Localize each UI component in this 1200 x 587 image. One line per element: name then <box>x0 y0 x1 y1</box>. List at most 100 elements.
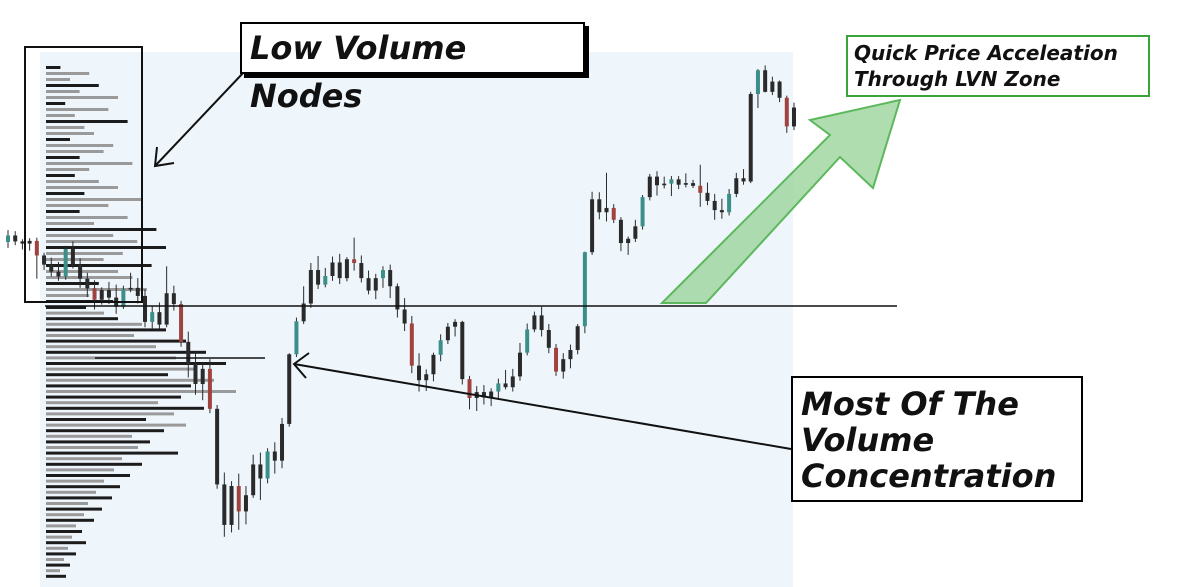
candle-body <box>561 359 566 372</box>
candle-body <box>763 70 768 92</box>
candle-body <box>344 259 349 279</box>
candle-body <box>669 179 674 184</box>
candle-body <box>438 340 443 355</box>
acceleration-annotation-line1: Quick Price Acceleation <box>854 41 1118 65</box>
volume-profile-bar <box>46 490 96 494</box>
volume-profile-bar <box>46 174 75 177</box>
volume-profile-bar <box>46 186 118 189</box>
volume-profile-bar <box>46 485 120 489</box>
candle-body <box>424 374 429 381</box>
volume-profile-bar <box>46 546 68 550</box>
volume-annotation-text: Most Of The Volume Concentration <box>801 385 1057 495</box>
candle-body <box>229 486 234 525</box>
candle-body <box>287 354 292 424</box>
candle-body <box>330 262 335 276</box>
acceleration-arrow <box>659 98 902 304</box>
volume-profile-bar <box>46 306 86 309</box>
volume-profile-bar <box>46 78 70 81</box>
lvn-pointer-arrow <box>153 71 245 168</box>
volume-profile-bar <box>46 451 178 455</box>
volume-profile-bar <box>46 276 133 279</box>
candle-body <box>590 199 595 253</box>
candle-body <box>85 278 90 289</box>
candle-body <box>186 341 191 364</box>
candle-body <box>171 293 176 305</box>
volume-profile-bar <box>46 412 174 416</box>
candle-body <box>56 271 61 277</box>
candle-body <box>662 183 667 186</box>
candle-body <box>200 368 205 384</box>
volume-profile-bar <box>46 138 70 141</box>
volume-profile-bar <box>46 132 94 135</box>
candle-body <box>727 193 732 213</box>
candle-body <box>777 81 782 98</box>
volume-profile-bar <box>46 246 166 249</box>
candle-body <box>575 326 580 350</box>
volume-profile-bar <box>46 401 158 405</box>
candle-body <box>517 352 522 377</box>
candle-body <box>784 97 789 127</box>
volume-profile-bar <box>46 496 112 500</box>
candle-body <box>179 304 184 342</box>
volume-profile-bar <box>46 168 90 171</box>
candle-body <box>431 354 436 375</box>
volume-profile-bar <box>46 311 104 315</box>
candle-body <box>150 312 155 322</box>
volume-profile-bar <box>46 334 134 337</box>
candle-body <box>402 309 407 324</box>
volume-profile-bar <box>46 339 186 343</box>
candle-body <box>258 464 263 479</box>
candle-body <box>481 392 486 398</box>
candle-body <box>316 270 321 285</box>
volume-profile-bar <box>46 462 142 466</box>
volume-profile-bar <box>46 395 181 399</box>
volume-profile-bar <box>46 429 164 433</box>
candle-body <box>647 176 652 198</box>
volume-concentration-annotation: Most Of The Volume Concentration <box>791 376 1083 502</box>
candle-body <box>568 349 573 360</box>
candle-body <box>676 179 681 185</box>
candle-body <box>27 240 32 244</box>
volume-profile-bar <box>46 530 82 533</box>
candle-body <box>698 185 703 193</box>
volume-profile-bar <box>46 150 104 153</box>
acceleration-annotation-line2: Through LVN Zone <box>854 67 1061 91</box>
volume-profile-bar <box>46 563 70 567</box>
candle-body <box>20 241 25 244</box>
candle-body <box>388 270 393 287</box>
candle-body <box>633 226 638 239</box>
candle-body <box>128 287 133 290</box>
volume-profile-bar <box>46 156 80 159</box>
candle-body <box>489 391 494 398</box>
volume-profile-bar <box>46 96 118 99</box>
candle-body <box>734 178 739 194</box>
candle-body <box>525 329 530 353</box>
volume-profile-bar <box>46 102 66 105</box>
volume-profile-bar <box>46 367 196 371</box>
candle-body <box>719 210 724 213</box>
volume-profile-bar <box>46 518 94 522</box>
candle-body <box>301 303 306 322</box>
volume-profile-bar <box>46 373 168 377</box>
candle-body <box>251 464 256 496</box>
candle-body <box>243 495 248 512</box>
candle-body <box>380 270 385 279</box>
volume-profile-bar <box>46 390 236 393</box>
candle-body <box>207 368 212 409</box>
volume-profile-bar <box>46 120 128 123</box>
candle-body <box>532 315 537 330</box>
candle-body <box>34 240 39 256</box>
candle-body <box>395 286 400 310</box>
candle-body <box>6 235 10 242</box>
volume-profile-bar <box>46 552 76 556</box>
candle-body <box>78 264 83 279</box>
candle-body <box>755 70 760 94</box>
candle-body <box>546 329 551 348</box>
volume-profile-bar <box>46 558 64 561</box>
candle-body <box>496 383 501 392</box>
candle-body <box>503 383 508 388</box>
candle-body <box>92 288 97 300</box>
volume-profile-bar <box>46 228 157 231</box>
candle-body <box>265 451 270 479</box>
